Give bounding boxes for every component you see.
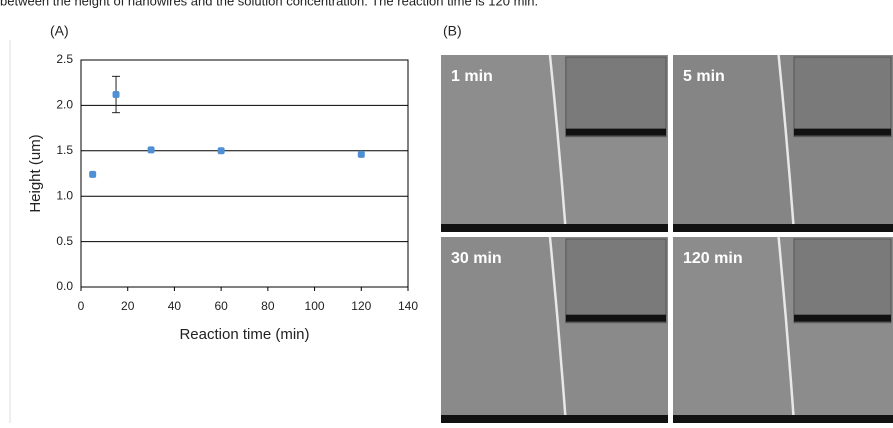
point — [148, 146, 155, 153]
inset — [794, 57, 891, 137]
sem-images: 1 min 5 min 30 min 120 min — [441, 55, 893, 423]
image-label: 120 min — [683, 250, 743, 267]
y-tick-label: 2.0 — [56, 98, 73, 112]
inset — [566, 239, 666, 323]
x-tick-label: 120 — [351, 299, 371, 313]
point — [358, 151, 365, 158]
info-bar — [673, 224, 893, 232]
image-label: 5 min — [683, 68, 725, 85]
x-tick-label: 40 — [168, 299, 182, 313]
y-axis-label: Height (um) — [27, 134, 44, 212]
inset-bar — [794, 129, 891, 136]
y-tick-label: 0.5 — [56, 234, 73, 248]
x-tick-label: 20 — [121, 299, 135, 313]
x-tick-label: 0 — [78, 299, 85, 313]
y-tick-label: 2.5 — [56, 52, 73, 66]
image-label: 30 min — [451, 250, 502, 267]
point — [218, 147, 225, 154]
panel-label: (A) — [50, 23, 69, 39]
inset-bar — [566, 315, 666, 322]
info-bar — [441, 415, 668, 423]
x-axis-label: Reaction time (min) — [179, 326, 309, 343]
x-tick-label: 140 — [398, 299, 418, 313]
plot-frame — [81, 60, 408, 287]
chart: 0.0 0.5 1.0 1.5 2.0 2.5 0 20 40 60 80 100 120 140 Reac… — [27, 52, 418, 343]
inset — [794, 239, 891, 323]
y-tick-label: 1.5 — [56, 143, 73, 157]
x-tick-label: 60 — [214, 299, 228, 313]
point — [89, 171, 96, 178]
figure: between the height of nanowires and the … — [0, 0, 893, 423]
x-tick-label: 100 — [305, 299, 325, 313]
x-tick-label: 80 — [261, 299, 275, 313]
y-tick-label: 0.0 — [56, 279, 73, 293]
inset-bar — [794, 315, 891, 322]
info-bar — [441, 224, 668, 232]
info-bar — [673, 415, 893, 423]
inset-bar — [566, 129, 666, 136]
point — [113, 91, 120, 98]
y-tick-label: 1.0 — [56, 188, 73, 202]
panel-label: (B) — [443, 23, 462, 39]
image-label: 1 min — [451, 68, 493, 85]
inset — [566, 57, 666, 137]
caption: between the height of nanowires and the … — [0, 0, 538, 8]
